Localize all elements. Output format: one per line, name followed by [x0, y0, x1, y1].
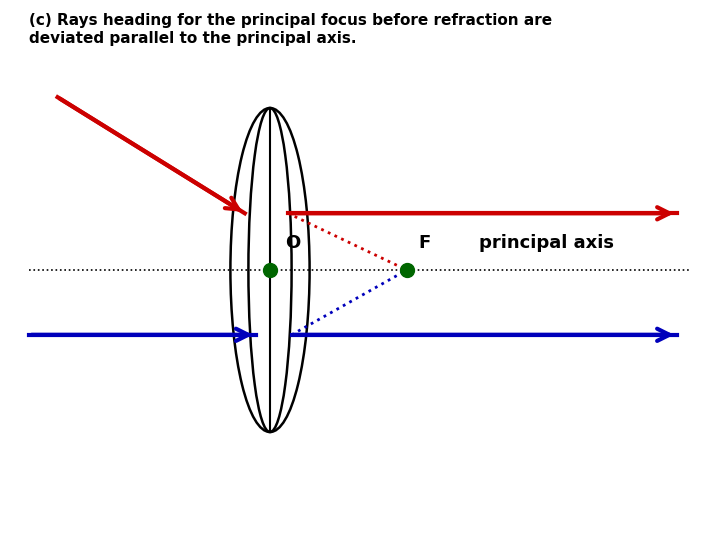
- Text: O: O: [285, 234, 301, 252]
- Point: [401, 266, 413, 274]
- Text: principal axis: principal axis: [479, 234, 613, 252]
- Text: F: F: [418, 234, 431, 252]
- Text: (c) Rays heading for the principal focus before refraction are
deviated parallel: (c) Rays heading for the principal focus…: [29, 14, 552, 46]
- Point: [264, 266, 276, 274]
